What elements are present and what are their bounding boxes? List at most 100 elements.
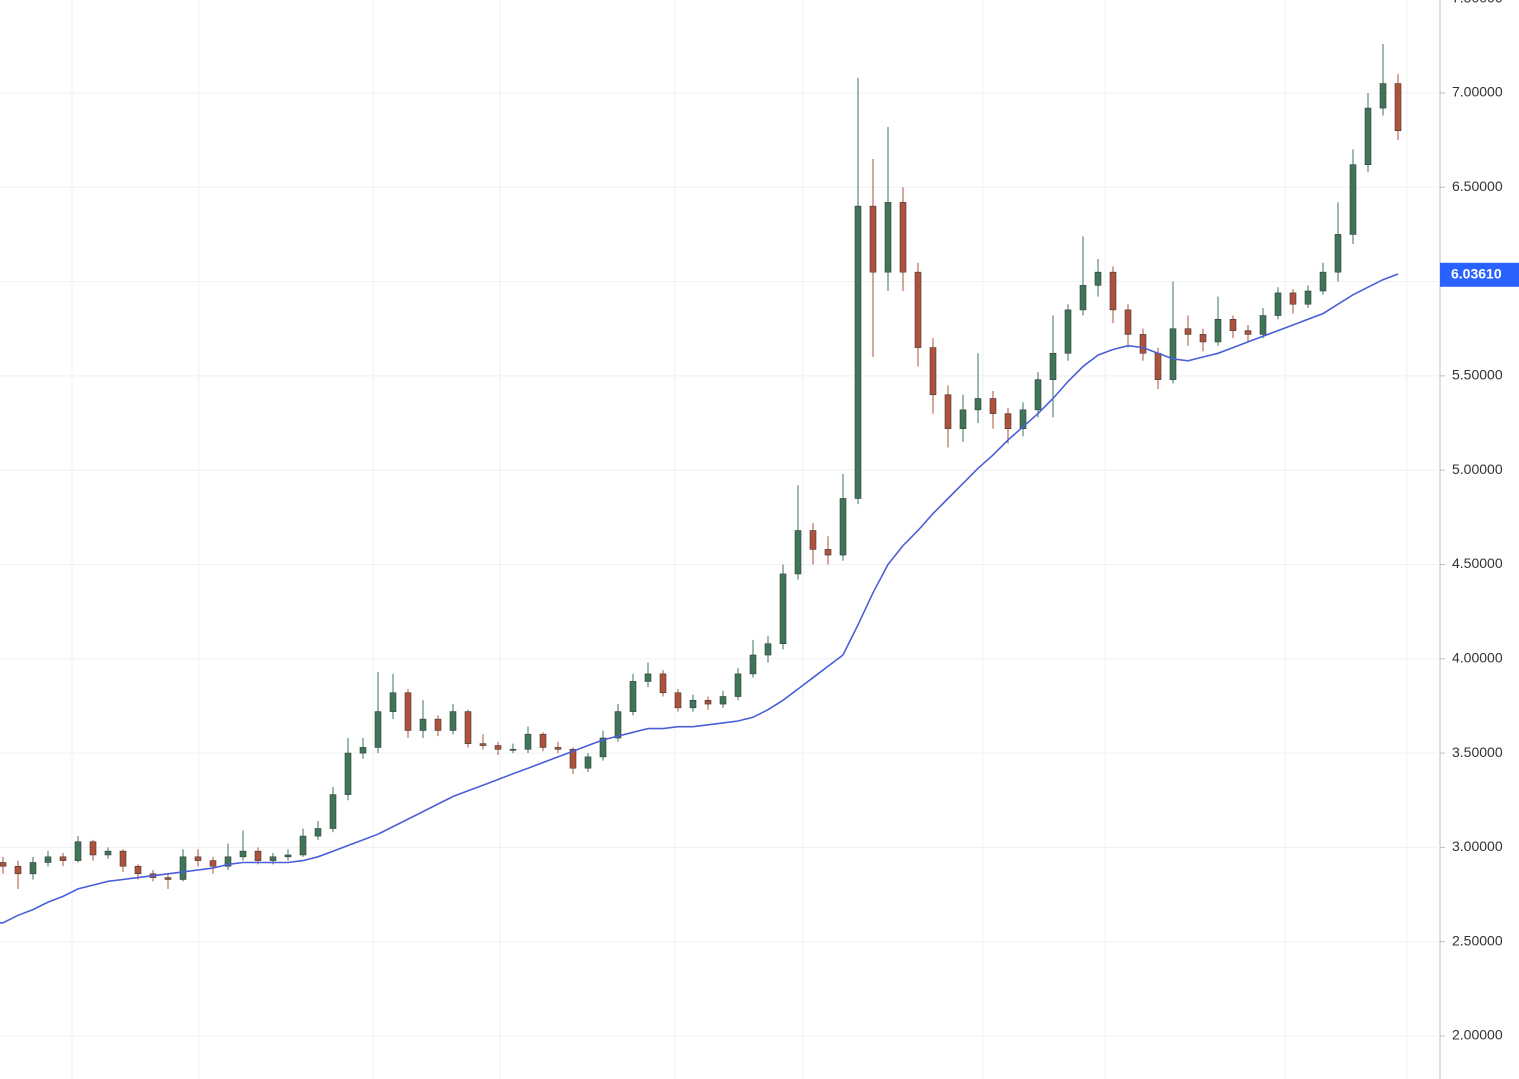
candle-body: [1199, 334, 1207, 343]
candle-body: [854, 205, 862, 499]
y-tick-label: 2.50000: [1452, 932, 1503, 948]
candle-body: [1184, 328, 1192, 335]
price-label: 6.03610: [1451, 265, 1502, 281]
candle-body: [464, 711, 472, 744]
candle-body: [749, 654, 757, 675]
y-tick-label: 4.50000: [1452, 555, 1503, 571]
candle-body: [224, 856, 232, 867]
candle-body: [434, 718, 442, 731]
candle-body: [1079, 285, 1087, 311]
candle-body: [689, 699, 697, 709]
candle-body: [674, 692, 682, 709]
candle-body: [1334, 234, 1342, 273]
candle-body: [209, 860, 217, 867]
candle-body: [524, 733, 532, 750]
candle-body: [809, 530, 817, 550]
candle-body: [314, 828, 322, 837]
candle-body: [1049, 352, 1057, 380]
price-label-box: [1440, 262, 1519, 287]
candle-body: [1214, 319, 1222, 343]
candle-body: [899, 202, 907, 273]
candle-body: [1394, 83, 1402, 132]
candle-body: [659, 673, 667, 694]
candle-body: [869, 205, 877, 273]
candle-body: [344, 752, 352, 795]
candle-body: [1259, 315, 1267, 335]
candle-body: [1019, 409, 1027, 429]
candle-body: [179, 856, 187, 880]
candle-body: [1274, 292, 1282, 316]
candle-body: [914, 271, 922, 348]
candle-body: [74, 841, 82, 861]
candle-body: [404, 692, 412, 731]
vertical-grid: [71, 0, 1408, 1079]
candle-body: [1304, 290, 1312, 305]
candle-body: [374, 711, 382, 748]
candle-body: [194, 856, 202, 861]
y-tick-label: 2.00000: [1452, 1027, 1503, 1043]
candle-body: [1364, 107, 1372, 165]
candle-body: [29, 862, 37, 875]
candle-body: [44, 856, 52, 863]
candle-body: [1229, 319, 1237, 331]
candle-body: [254, 850, 262, 861]
candle-body: [104, 850, 112, 856]
candle-body: [629, 681, 637, 712]
candle-body: [824, 549, 832, 556]
candle-body: [1094, 271, 1102, 286]
candle-body: [89, 841, 97, 856]
candle-body: [794, 530, 802, 575]
candle-body: [734, 673, 742, 697]
candle-body: [944, 394, 952, 429]
candle-body: [1034, 379, 1042, 411]
candle-body: [1064, 309, 1072, 354]
candle-body: [419, 718, 427, 731]
candle-body: [929, 347, 937, 396]
candle-body: [1169, 328, 1177, 380]
candle-body: [1379, 83, 1387, 109]
candle-body: [509, 749, 517, 751]
candle-body: [449, 711, 457, 731]
candle-body: [0, 862, 7, 867]
candle-body: [1319, 271, 1327, 292]
y-tick-label: 5.50000: [1452, 367, 1503, 383]
candle-body: [359, 747, 367, 754]
candle-body: [1004, 413, 1012, 429]
candle-body: [269, 856, 277, 861]
candle-body: [329, 794, 337, 829]
candle-body: [59, 856, 67, 861]
candle-body: [839, 498, 847, 556]
candle-body: [1349, 164, 1357, 235]
candle-body: [764, 643, 772, 656]
moving-average-line: [0, 273, 1399, 924]
candle-body: [719, 696, 727, 705]
candle-body: [1109, 271, 1117, 311]
candle-body: [569, 749, 577, 769]
y-tick-label: 5.00000: [1452, 461, 1503, 477]
candle-body: [239, 850, 247, 858]
candle-body: [134, 865, 142, 875]
y-tick-label: 7.50000: [1452, 0, 1503, 5]
candle-body: [389, 692, 397, 712]
candle-body: [1139, 334, 1147, 354]
candle-body: [644, 673, 652, 682]
candle-body: [284, 854, 292, 858]
candle-body: [584, 756, 592, 769]
candle-body: [959, 409, 967, 429]
candle-body: [164, 877, 172, 880]
candle-body: [884, 202, 892, 273]
candle-body: [1289, 292, 1297, 305]
candle-body: [479, 743, 487, 746]
y-tick-label: 7.00000: [1452, 84, 1503, 100]
candle-body: [14, 865, 22, 875]
candle-body: [554, 747, 562, 750]
candle-body: [1154, 352, 1162, 380]
candle-body: [989, 398, 997, 414]
candle-body: [119, 850, 127, 867]
candle-body: [494, 745, 502, 750]
candle-body: [1124, 309, 1132, 335]
candle-body: [974, 398, 982, 411]
